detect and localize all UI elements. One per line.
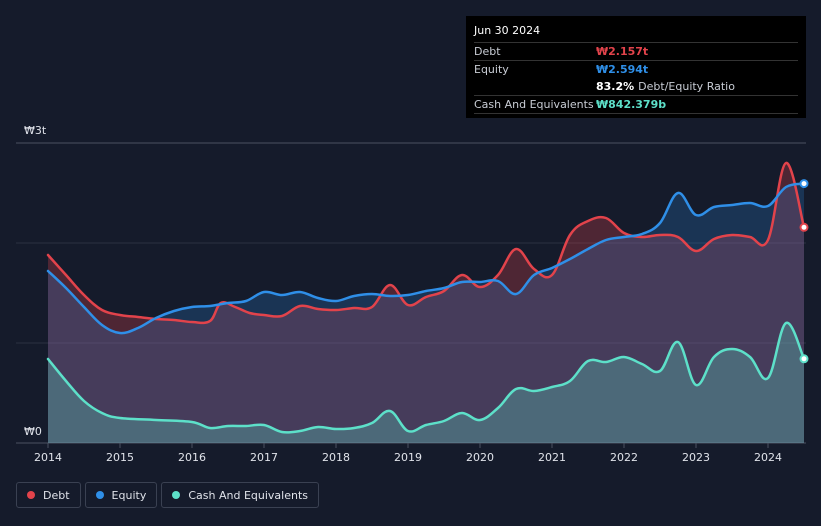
legend: Debt Equity Cash And Equivalents bbox=[16, 482, 319, 508]
y-axis-top-label: ₩3t bbox=[24, 124, 47, 137]
equity-end-marker bbox=[799, 179, 809, 189]
y-axis-bottom-label: ₩0 bbox=[24, 425, 42, 438]
cash-dot-icon bbox=[172, 491, 181, 499]
x-tick-label: 2014 bbox=[34, 451, 62, 464]
tooltip-cash-row: Cash And Equivalents ₩842.379b bbox=[474, 96, 798, 114]
tooltip-panel: Jun 30 2024 Debt ₩2.157t Equity ₩2.594t … bbox=[466, 16, 806, 118]
legend-item-cash[interactable]: Cash And Equivalents bbox=[161, 482, 319, 508]
tooltip-ratio-label: Debt/Equity Ratio bbox=[638, 80, 735, 93]
tooltip-equity-label: Equity bbox=[474, 63, 509, 76]
equity-area bbox=[48, 183, 804, 443]
x-tick-label: 2017 bbox=[250, 451, 278, 464]
tooltip-debt-label: Debt bbox=[474, 45, 501, 58]
legend-debt-label: Debt bbox=[43, 488, 70, 502]
legend-item-debt[interactable]: Debt bbox=[16, 482, 81, 508]
x-tick-label: 2022 bbox=[610, 451, 638, 464]
legend-equity-label: Equity bbox=[111, 488, 147, 502]
equity-dot-icon bbox=[95, 491, 104, 499]
x-tick-label: 2018 bbox=[322, 451, 350, 464]
gridlines bbox=[16, 142, 806, 444]
series-lines bbox=[46, 161, 806, 434]
tooltip-cash-value: ₩842.379b bbox=[596, 98, 667, 111]
x-tick-label: 2023 bbox=[682, 451, 710, 464]
x-tick-label: 2016 bbox=[178, 451, 206, 464]
legend-cash-label: Cash And Equivalents bbox=[188, 488, 308, 502]
tooltip-debt-value: ₩2.157t bbox=[596, 45, 649, 58]
x-tick-label: 2021 bbox=[538, 451, 566, 464]
end-markers bbox=[799, 179, 809, 364]
x-tick-label: 2019 bbox=[394, 451, 422, 464]
tooltip-debt-row: Debt ₩2.157t bbox=[474, 43, 798, 61]
tooltip-ratio-row: 83.2% Debt/Equity Ratio bbox=[474, 78, 798, 96]
equity-line bbox=[46, 182, 806, 335]
series-areas bbox=[48, 162, 804, 443]
tooltip-equity-value: ₩2.594t bbox=[596, 63, 649, 76]
x-tick-label: 2024 bbox=[754, 451, 782, 464]
legend-item-equity[interactable]: Equity bbox=[84, 482, 158, 508]
x-tick-label: 2015 bbox=[106, 451, 134, 464]
tooltip-ratio-value: 83.2% bbox=[596, 80, 635, 93]
tooltip-cash-label: Cash And Equivalents bbox=[474, 98, 594, 111]
tooltip-date: Jun 30 2024 bbox=[474, 22, 798, 43]
cash-line bbox=[46, 321, 806, 434]
debt-area bbox=[48, 162, 804, 443]
debt-line bbox=[46, 161, 806, 325]
cash-end-marker bbox=[799, 354, 809, 364]
debt-end-marker bbox=[799, 222, 809, 232]
debt-dot-icon bbox=[27, 491, 35, 499]
x-axis: 2014 2015 2016 2017 2018 2019 2020 2021 2022 2023… bbox=[34, 443, 782, 464]
cash-area bbox=[48, 322, 804, 443]
tooltip-equity-row: Equity ₩2.594t bbox=[474, 61, 798, 78]
x-tick-label: 2020 bbox=[466, 451, 494, 464]
